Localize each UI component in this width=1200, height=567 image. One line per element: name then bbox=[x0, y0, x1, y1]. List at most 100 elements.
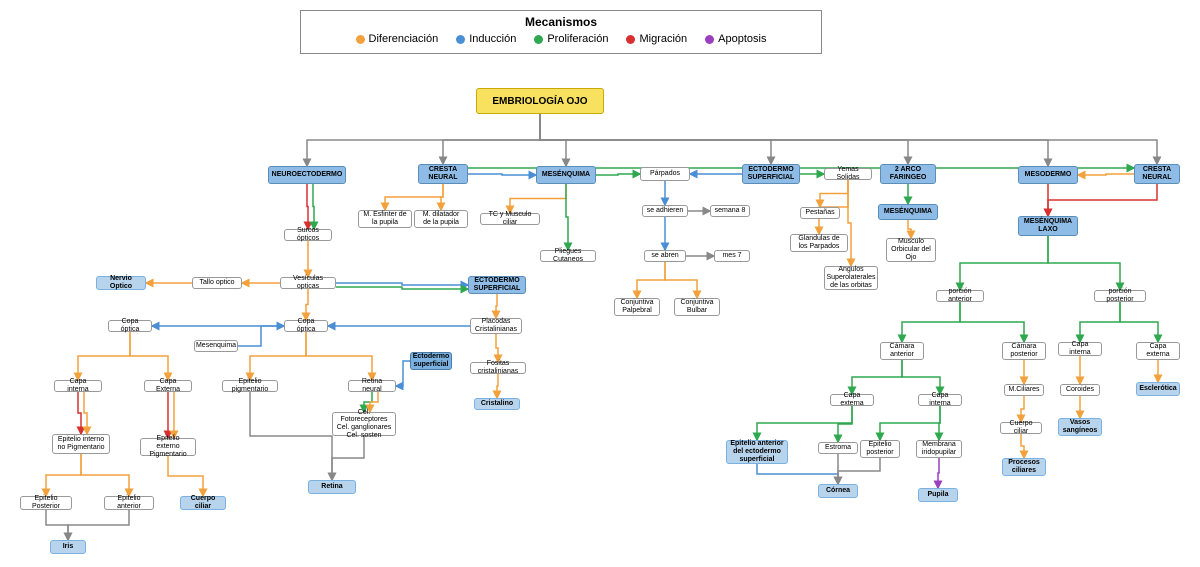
edge bbox=[838, 458, 880, 484]
node-crestaL: CRESTA NEURAL bbox=[418, 164, 468, 184]
edge bbox=[848, 180, 851, 266]
node-cristalino: Cristalino bbox=[474, 398, 520, 410]
node-parpados: Párpados bbox=[640, 167, 690, 181]
node-iris: Iris bbox=[50, 540, 86, 554]
node-coroides: Coroides bbox=[1060, 384, 1100, 396]
edge bbox=[1120, 302, 1158, 342]
legend-label: Apoptosis bbox=[718, 33, 766, 45]
node-campos: Cámara posterior bbox=[1002, 342, 1046, 360]
edge bbox=[46, 510, 68, 540]
node-mesenqM: Mesenquima bbox=[194, 340, 238, 352]
edge bbox=[336, 287, 468, 289]
edge bbox=[960, 236, 1048, 290]
edge bbox=[665, 262, 697, 298]
edge bbox=[130, 332, 168, 380]
node-ectosup3: Ectodermo superficial bbox=[410, 352, 452, 370]
edge bbox=[939, 406, 940, 440]
edge bbox=[852, 360, 902, 394]
node-vesiculas: Vesículas opticas bbox=[280, 277, 336, 289]
node-crestaR: CRESTA NEURAL bbox=[1134, 164, 1180, 184]
node-pliegues: Pliegues Cutaneos bbox=[540, 250, 596, 262]
node-abren: se abren bbox=[644, 250, 686, 262]
node-epipost: Epitelio posterior bbox=[860, 440, 900, 458]
node-mesenqR: MESÉNQUIMA bbox=[878, 204, 938, 220]
node-cuerpocilL: Cuerpo ciliar bbox=[180, 496, 226, 510]
node-capintR: Capa interna bbox=[1058, 342, 1102, 356]
node-orbicular: Musculo Orbicular del Ojo bbox=[886, 238, 936, 262]
edge bbox=[81, 454, 129, 496]
edge bbox=[306, 332, 372, 380]
node-dilatador: M. dilatador de la pupila bbox=[414, 210, 468, 228]
edge bbox=[468, 174, 536, 175]
node-retneu: Retina neural bbox=[348, 380, 396, 392]
node-epiantL: Epitelio anterior bbox=[104, 496, 154, 510]
edge bbox=[1048, 236, 1120, 290]
edge bbox=[540, 114, 1048, 166]
node-epinopig: Epitelio interno no Pigmentario bbox=[52, 434, 110, 454]
legend-dot bbox=[534, 35, 543, 44]
edges-layer bbox=[0, 0, 1200, 567]
edge bbox=[496, 294, 497, 318]
edge bbox=[1078, 174, 1134, 175]
node-capextM: Capa externa bbox=[830, 394, 874, 406]
node-placodas: Placodas Cristalinianas bbox=[470, 318, 522, 334]
edge bbox=[757, 464, 838, 484]
edge bbox=[238, 326, 284, 346]
edge bbox=[820, 180, 848, 207]
node-surcos: Surcos ópticos bbox=[284, 229, 332, 241]
edge bbox=[510, 184, 566, 213]
node-vasos: Vasos sangíneos bbox=[1058, 418, 1102, 436]
node-conjpal: Conjuntiva Palpebral bbox=[614, 298, 660, 316]
node-yemas: Yemas Solidas bbox=[824, 168, 872, 180]
legend-dot bbox=[456, 35, 465, 44]
node-membiri: Membrana iridopupilar bbox=[916, 440, 962, 458]
edge bbox=[84, 392, 87, 434]
node-sem8: semana 8 bbox=[710, 205, 750, 217]
edge bbox=[566, 184, 568, 250]
edge bbox=[46, 454, 81, 496]
node-capintL: Capa interna bbox=[54, 380, 102, 392]
edge bbox=[78, 392, 81, 434]
edge bbox=[336, 283, 468, 285]
edge bbox=[332, 436, 364, 480]
node-capintM: Capa interna bbox=[918, 394, 962, 406]
node-escler: Esclerótica bbox=[1136, 382, 1180, 396]
node-mes7: mes 7 bbox=[714, 250, 750, 262]
edge bbox=[540, 114, 566, 166]
edge bbox=[880, 406, 940, 440]
edge bbox=[385, 184, 443, 210]
edge bbox=[938, 458, 939, 488]
node-retina: Retina bbox=[308, 480, 356, 494]
edge bbox=[596, 174, 640, 175]
legend-dot bbox=[626, 35, 635, 44]
legend-label: Diferenciación bbox=[369, 33, 439, 45]
node-capextL: Capa Externa bbox=[144, 380, 192, 392]
edge bbox=[496, 334, 498, 362]
edge bbox=[908, 220, 911, 238]
node-proccil: Procesos ciliares bbox=[1002, 458, 1046, 476]
node-esfinter: M. Esfinter de la pupila bbox=[358, 210, 412, 228]
edge bbox=[441, 184, 443, 210]
node-mcil: M.Ciliares bbox=[1004, 384, 1044, 396]
edge bbox=[1021, 396, 1024, 422]
node-copaL: Copa óptica bbox=[108, 320, 152, 332]
edge bbox=[902, 360, 940, 394]
node-epiantsup: Epitelio anterior del ectodermo superfic… bbox=[726, 440, 788, 464]
edge bbox=[307, 114, 540, 166]
node-root: EMBRIOLOGÍA OJO bbox=[476, 88, 604, 114]
edge bbox=[637, 262, 665, 298]
node-pestanas: Pestañas bbox=[800, 207, 840, 219]
node-cuerpocil: Cuerpo ciliar bbox=[1000, 422, 1042, 434]
node-cornea: Córnea bbox=[818, 484, 858, 498]
edge bbox=[443, 114, 540, 164]
edge bbox=[78, 332, 130, 380]
edge bbox=[960, 302, 1024, 342]
node-nervio: Nervio Optico bbox=[96, 276, 146, 290]
legend-label: Migración bbox=[639, 33, 687, 45]
edge bbox=[306, 289, 308, 320]
node-capextR: Capa externa bbox=[1136, 342, 1180, 360]
node-mesenquimaC: MESÉNQUIMA bbox=[536, 166, 596, 184]
legend-item: Inducción bbox=[456, 33, 516, 45]
node-adhieren: se adhieren bbox=[642, 205, 688, 217]
node-pupila: Pupila bbox=[918, 488, 958, 502]
